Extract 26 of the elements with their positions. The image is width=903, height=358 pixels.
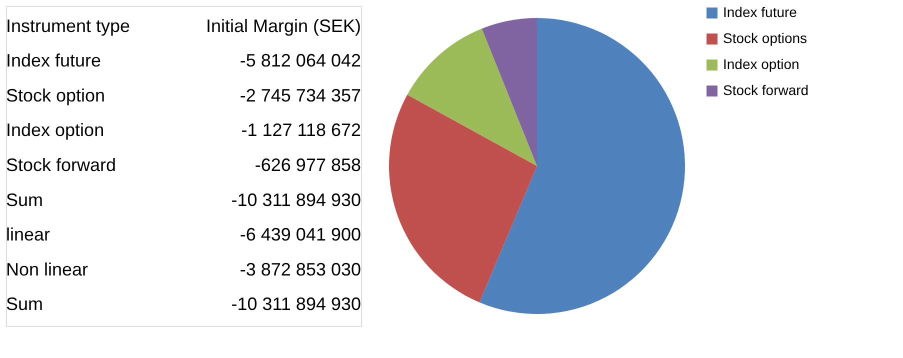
text: linear [6, 224, 50, 245]
legend-label: Stock forward [723, 82, 809, 98]
pie-slice [407, 28, 537, 166]
legend-label: Index future [723, 4, 798, 20]
text: Stock forward [6, 155, 116, 175]
pie-slice [389, 94, 537, 302]
text: Non linear [6, 259, 88, 280]
pie-slice [479, 18, 685, 314]
text: Instrument type [6, 16, 130, 36]
text: Sum [6, 294, 44, 314]
text: -2 745 734 357 [240, 85, 361, 106]
text: -6 439 041 900 [240, 224, 361, 245]
text: Index future [6, 50, 102, 71]
text: Sum [6, 190, 44, 210]
legend-label: Stock options [723, 30, 808, 46]
text: -626 977 858 [254, 155, 361, 175]
text: Stock option [6, 85, 106, 106]
text: -5 812 064 042 [240, 50, 361, 71]
text: -10 311 894 930 [231, 294, 361, 314]
legend-label: Index option [723, 56, 800, 72]
text: -10 311 894 930 [231, 190, 361, 210]
text: -1 127 118 672 [241, 120, 361, 140]
text: Initial Margin (SEK) [206, 16, 361, 36]
text: Index option [6, 120, 104, 140]
pie-slice [482, 18, 537, 166]
text: -3 872 853 030 [240, 259, 361, 280]
